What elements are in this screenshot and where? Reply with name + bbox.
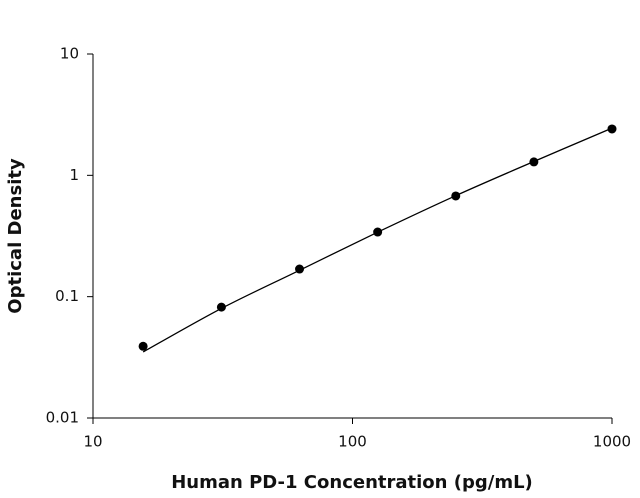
x-tick-label: 100 [338, 433, 367, 451]
y-tick-label: 0.01 [46, 409, 79, 427]
x-tick-label: 1000 [593, 433, 631, 451]
data-point [138, 341, 148, 351]
y-tick-label: 1 [69, 166, 79, 184]
fit-curve [142, 127, 613, 353]
y-tick-label: 0.1 [55, 287, 79, 305]
x-axis-title: Human PD-1 Concentration (pg/mL) [171, 472, 533, 493]
data-point [607, 124, 617, 134]
x-tick-label: 10 [83, 433, 102, 451]
y-tick-label: 10 [60, 45, 79, 63]
y-axis-title: Optical Density [5, 158, 26, 314]
